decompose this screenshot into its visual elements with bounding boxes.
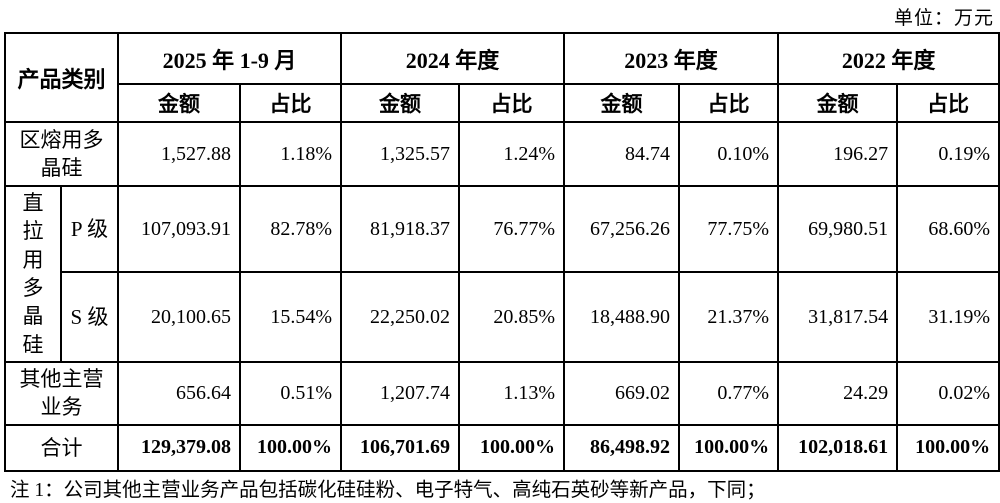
amount-cell: 69,980.51 bbox=[777, 184, 899, 274]
column-header-share-2023: 占比 bbox=[678, 83, 780, 123]
amount-cell: 81,918.37 bbox=[340, 184, 461, 274]
amount-cell: 129,379.08 bbox=[117, 423, 242, 472]
share-cell: 20.85% bbox=[458, 271, 566, 364]
header-row-periods: 产品类别 2025 年 1-9 月 2024 年度 2023 年度 2022 年… bbox=[3, 32, 1000, 123]
share-cell: 0.02% bbox=[896, 361, 1000, 426]
table-row-cz-p-grade: 直拉用多晶硅 P 级 107,093.91 82.78% 81,918.37 7… bbox=[4, 184, 1000, 364]
share-cell: 0.19% bbox=[896, 121, 1000, 187]
table-row-cz-s-grade: S 级 20,100.65 15.54% 22,250.02 20.85% 18… bbox=[5, 271, 1000, 364]
amount-cell: 22,250.02 bbox=[340, 271, 461, 364]
amount-cell: 106,701.69 bbox=[340, 423, 461, 472]
column-header-amount-2024: 金额 bbox=[340, 83, 461, 123]
column-header-category: 产品类别 bbox=[3, 32, 120, 123]
column-header-share-2024: 占比 bbox=[458, 83, 566, 123]
row-group-label: 直拉用多晶硅 bbox=[4, 184, 62, 364]
share-cell: 0.77% bbox=[678, 361, 780, 426]
table-row-zone-melting: 区熔用多晶硅 1,527.88 1.18% 1,325.57 1.24% 84.… bbox=[3, 121, 1000, 187]
footnote-1: 注 1：公司其他主营业务产品包括碳化硅硅粉、电子特气、高纯石英砂等新产品，下同； bbox=[10, 479, 766, 501]
column-header-period-2023: 2023 年度 bbox=[563, 32, 780, 85]
column-header-amount-2023: 金额 bbox=[563, 83, 681, 123]
amount-cell: 31,817.54 bbox=[777, 271, 899, 364]
row-label: 区熔用多晶硅 bbox=[3, 121, 120, 187]
row-label: 其他主营业务 bbox=[3, 361, 120, 426]
share-cell: 0.51% bbox=[239, 361, 343, 426]
column-header-share-2025: 占比 bbox=[239, 83, 343, 123]
share-cell: 68.60% bbox=[896, 184, 1000, 274]
unit-label: 单位：万元 bbox=[893, 8, 994, 29]
amount-cell: 24.29 bbox=[777, 361, 899, 426]
share-cell: 82.78% bbox=[239, 184, 343, 274]
share-cell: 0.10% bbox=[678, 121, 780, 187]
amount-cell: 196.27 bbox=[777, 121, 899, 187]
share-cell: 31.19% bbox=[896, 271, 1000, 364]
revenue-table: 产品类别 2025 年 1-9 月 2024 年度 2023 年度 2022 年… bbox=[3, 32, 1000, 472]
share-cell: 1.24% bbox=[458, 121, 566, 187]
amount-cell: 67,256.26 bbox=[563, 184, 681, 274]
table-row-other-business: 其他主营业务 656.64 0.51% 1,207.74 1.13% 669.0… bbox=[3, 361, 1000, 426]
share-cell: 100.00% bbox=[239, 423, 343, 472]
amount-cell: 1,325.57 bbox=[340, 121, 461, 187]
footnotes: 注 1：公司其他主营业务产品包括碳化硅硅粉、电子特气、高纯石英砂等新产品，下同；… bbox=[10, 477, 992, 503]
amount-cell: 656.64 bbox=[117, 361, 242, 426]
share-cell: 1.18% bbox=[239, 121, 343, 187]
amount-cell: 1,527.88 bbox=[117, 121, 242, 187]
amount-cell: 669.02 bbox=[563, 361, 681, 426]
share-cell: 77.75% bbox=[678, 184, 780, 274]
share-cell: 1.13% bbox=[458, 361, 566, 426]
amount-cell: 20,100.65 bbox=[117, 271, 242, 364]
table-row-total: 合计 129,379.08 100.00% 106,701.69 100.00%… bbox=[3, 423, 1000, 472]
amount-cell: 1,207.74 bbox=[340, 361, 461, 426]
column-header-amount-2025: 金额 bbox=[117, 83, 242, 123]
column-header-share-2022: 占比 bbox=[896, 83, 1000, 123]
column-header-period-2024: 2024 年度 bbox=[340, 32, 566, 85]
row-label: P 级 bbox=[59, 184, 120, 274]
amount-cell: 18,488.90 bbox=[563, 271, 681, 364]
share-cell: 76.77% bbox=[458, 184, 566, 274]
column-header-period-2022: 2022 年度 bbox=[777, 32, 1000, 85]
amount-cell: 102,018.61 bbox=[777, 423, 899, 472]
row-label: S 级 bbox=[59, 271, 120, 364]
column-header-amount-2022: 金额 bbox=[777, 83, 899, 123]
row-label-total: 合计 bbox=[3, 423, 120, 472]
share-cell: 100.00% bbox=[458, 423, 566, 472]
share-cell: 21.37% bbox=[678, 271, 780, 364]
share-cell: 100.00% bbox=[896, 423, 1000, 472]
column-header-period-2025: 2025 年 1-9 月 bbox=[117, 32, 343, 85]
amount-cell: 86,498.92 bbox=[563, 423, 681, 472]
header-row-measures: 金额 占比 金额 占比 金额 占比 金额 占比 bbox=[5, 83, 1000, 123]
share-cell: 15.54% bbox=[239, 271, 343, 364]
amount-cell: 84.74 bbox=[563, 121, 681, 187]
share-cell: 100.00% bbox=[678, 423, 780, 472]
amount-cell: 107,093.91 bbox=[117, 184, 242, 274]
